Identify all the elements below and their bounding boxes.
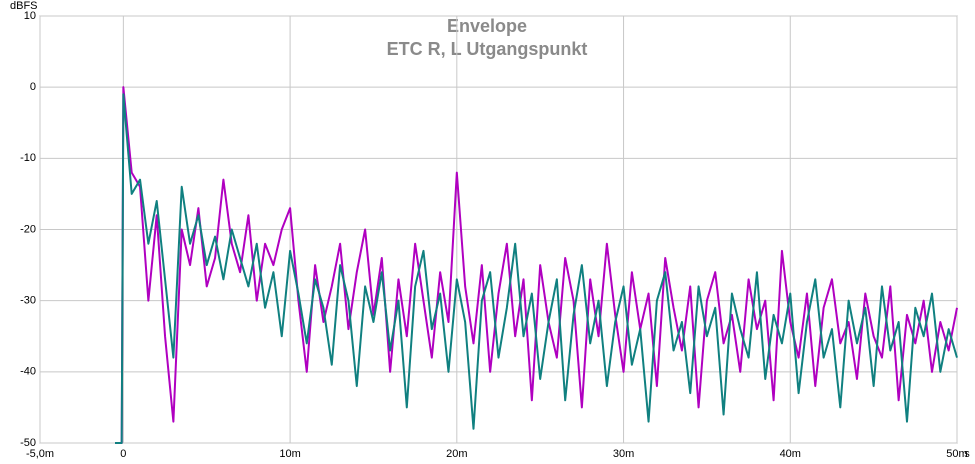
y-tick-label: -10 [20,152,36,164]
line-series [115,93,958,444]
y-tick-label: -40 [20,366,36,378]
chart-subtitle: ETC R, L Utgangspunkt [387,39,588,59]
x-tick-label: 40m [780,448,801,460]
y-tick-label: -30 [20,295,36,307]
x-tick-label: 30m [613,448,634,460]
y-axis-label: dBFS [10,0,38,12]
y-tick-label: 10 [24,10,36,22]
x-tick-label: 50m [946,448,967,460]
x-tick-label: 20m [446,448,467,460]
chart-title: Envelope [447,16,527,36]
line-series [115,86,958,444]
y-tick-label: 0 [30,81,36,93]
x-tick-label: 0 [120,448,126,460]
x-tick-label: 10m [279,448,300,460]
x-tick-label: -5,0m [26,448,54,460]
x-axis-label: s [964,448,970,460]
y-tick-label: -20 [20,223,36,235]
y-tick-label: -50 [20,437,36,449]
